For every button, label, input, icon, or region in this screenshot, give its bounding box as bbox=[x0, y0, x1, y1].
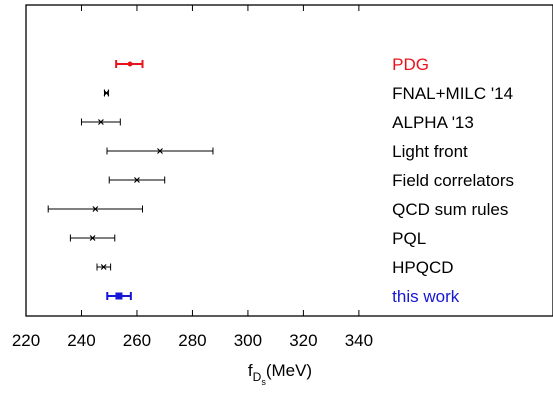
row-label: PDG bbox=[392, 55, 429, 74]
x-tick-label: 300 bbox=[234, 331, 262, 350]
x-axis-ticks: 220 240 260 280 300 320 340 bbox=[12, 5, 373, 350]
data-row: PQL bbox=[69, 229, 426, 248]
data-point-marker bbox=[97, 119, 104, 125]
data-row: PDG bbox=[115, 55, 429, 74]
data-point-marker bbox=[134, 177, 140, 183]
data-row: Field correlators bbox=[108, 171, 514, 190]
row-label: HPQCD bbox=[392, 258, 453, 277]
x-axis-label: fDs(MeV) bbox=[248, 361, 312, 387]
x-tick-label: 340 bbox=[345, 331, 373, 350]
row-label: ALPHA '13 bbox=[392, 113, 474, 132]
row-label: Light front bbox=[392, 142, 468, 161]
data-point-marker bbox=[103, 90, 110, 96]
data-point-marker bbox=[92, 206, 99, 212]
row-label: Field correlators bbox=[392, 171, 514, 190]
data-point-marker bbox=[89, 235, 96, 241]
x-tick-label: 220 bbox=[12, 331, 40, 350]
row-label: FNAL+MILC '14 bbox=[392, 84, 513, 103]
row-label: QCD sum rules bbox=[392, 200, 508, 219]
error-bar-rows: PDG FNAL+MILC '14 ALPHA '13 Light front Fiel… bbox=[47, 55, 514, 306]
data-row: HPQCD bbox=[96, 258, 454, 277]
data-row: ALPHA '13 bbox=[80, 113, 474, 132]
x-axis-label-unit: (MeV) bbox=[266, 361, 312, 380]
row-label: PQL bbox=[392, 229, 426, 248]
data-row: FNAL+MILC '14 bbox=[103, 84, 513, 103]
x-axis-label-main: f bbox=[248, 361, 253, 380]
data-row: QCD sum rules bbox=[47, 200, 508, 219]
plot-frame bbox=[25, 4, 553, 317]
data-point-marker bbox=[127, 61, 133, 67]
x-tick-label: 280 bbox=[178, 331, 206, 350]
row-label: this work bbox=[392, 287, 460, 306]
x-tick-label: 320 bbox=[289, 331, 317, 350]
data-row: this work bbox=[106, 287, 460, 306]
data-point-marker bbox=[157, 148, 163, 154]
x-axis-label-sub-s: s bbox=[261, 377, 266, 387]
x-tick-label: 240 bbox=[67, 331, 95, 350]
x-axis-label-sub-d: D bbox=[253, 370, 262, 384]
data-point-marker bbox=[115, 292, 123, 300]
data-point-marker bbox=[100, 264, 107, 270]
data-row: Light front bbox=[106, 142, 468, 161]
x-tick-label: 260 bbox=[123, 331, 151, 350]
